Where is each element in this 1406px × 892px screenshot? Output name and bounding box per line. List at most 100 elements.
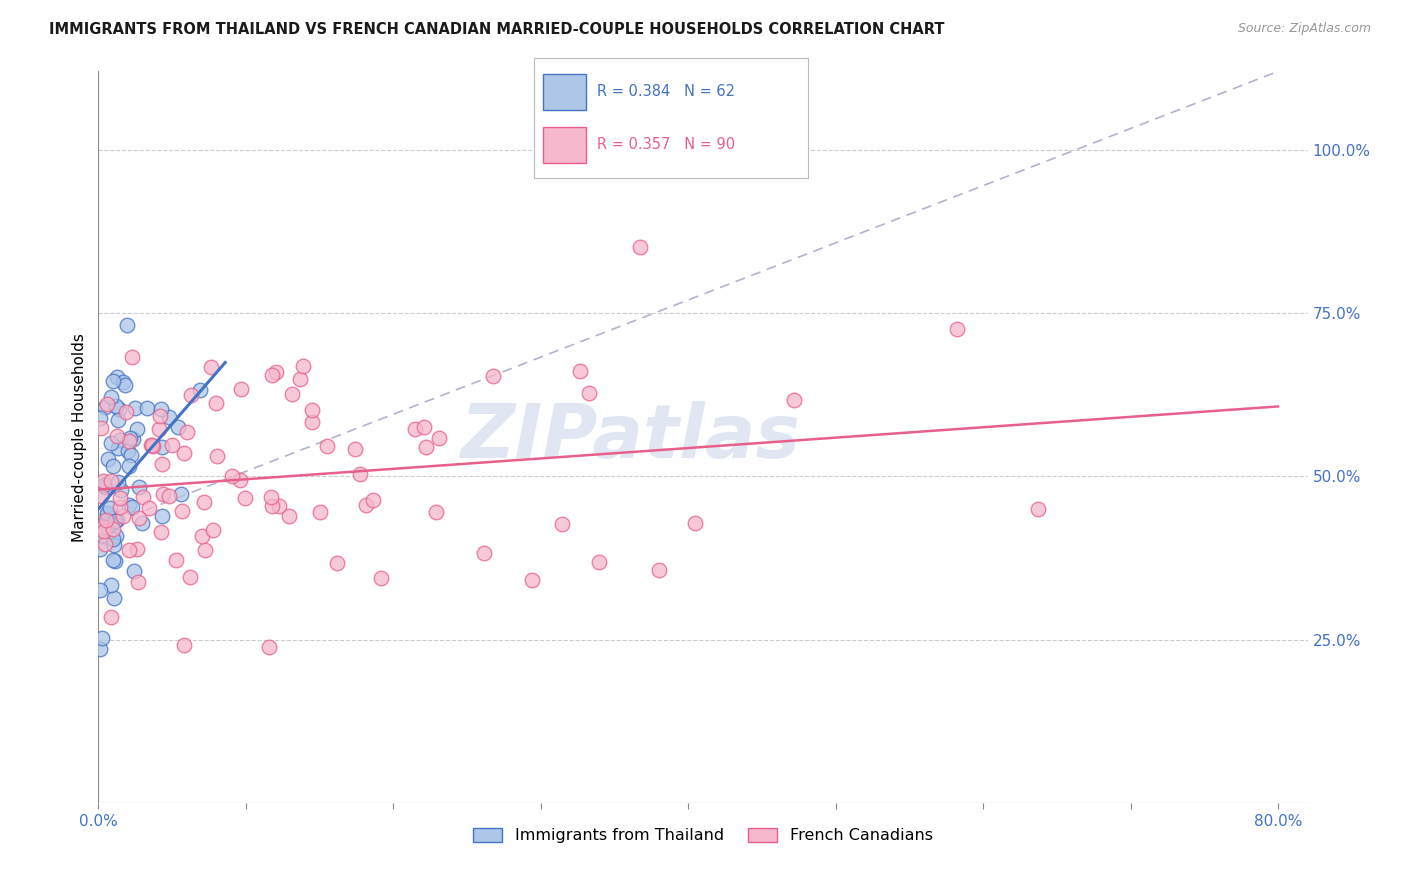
Point [96, 513, 118, 527]
Point [91, 631, 114, 645]
Point [115, 318, 138, 332]
Point [141, 438, 163, 452]
Point [121, 500, 143, 514]
Point [149, 525, 172, 540]
Point [578, 385, 600, 400]
Point [104, 514, 127, 528]
Point [648, 563, 671, 577]
Point [89, 410, 111, 425]
Point [150, 457, 173, 471]
Bar [543, 74, 586, 110]
Point [194, 543, 217, 558]
Point [110, 483, 132, 497]
Point [125, 541, 148, 556]
Point [326, 557, 349, 571]
Point [149, 409, 172, 423]
Point [118, 431, 141, 445]
Point [193, 495, 215, 509]
Point [427, 431, 450, 445]
Point [354, 499, 377, 513]
Point [148, 422, 170, 436]
Point [179, 570, 201, 584]
Point [89, 518, 111, 533]
Point [783, 393, 806, 408]
Point [101, 374, 124, 388]
Point [103, 538, 125, 552]
Point [96, 397, 118, 411]
Point [277, 509, 299, 524]
Point [100, 578, 122, 592]
Point [107, 413, 129, 427]
Point [262, 368, 284, 382]
Point [105, 529, 128, 543]
Point [100, 474, 122, 488]
Point [188, 383, 211, 397]
Point [128, 510, 150, 524]
Point [114, 377, 136, 392]
Point [167, 420, 190, 434]
Point [108, 500, 131, 514]
Point [118, 434, 141, 448]
Point [94, 537, 117, 551]
Point [93, 524, 115, 539]
Point [127, 574, 149, 589]
Point [108, 402, 131, 417]
Point [89, 641, 111, 656]
Point [103, 510, 125, 524]
Point [281, 387, 304, 401]
Point [260, 500, 283, 514]
Point [202, 523, 225, 537]
Point [101, 459, 124, 474]
Point [683, 516, 706, 531]
Y-axis label: Married-couple Households: Married-couple Households [72, 333, 87, 541]
Point [101, 553, 124, 567]
Point [316, 439, 339, 453]
Point [349, 467, 371, 481]
Point [472, 546, 495, 560]
Point [173, 638, 195, 652]
Point [343, 442, 366, 457]
Point [165, 553, 187, 567]
Point [150, 402, 173, 417]
Point [259, 640, 281, 654]
Point [135, 401, 157, 416]
Point [107, 475, 129, 490]
Point [264, 365, 287, 379]
Point [170, 487, 193, 501]
Text: IMMIGRANTS FROM THAILAND VS FRENCH CANADIAN MARRIED-COUPLE HOUSEHOLDS CORRELATIO: IMMIGRANTS FROM THAILAND VS FRENCH CANAD… [49, 22, 945, 37]
Point [120, 448, 142, 462]
Point [100, 516, 122, 531]
Point [221, 469, 243, 483]
Point [91, 520, 114, 534]
Text: Source: ZipAtlas.com: Source: ZipAtlas.com [1237, 22, 1371, 36]
Point [118, 542, 141, 557]
Point [90, 421, 112, 435]
Point [118, 458, 141, 473]
Point [127, 422, 149, 436]
Point [361, 492, 384, 507]
Point [131, 490, 153, 504]
Point [111, 376, 134, 390]
Point [96, 506, 118, 520]
Point [117, 444, 139, 458]
Point [176, 425, 198, 440]
Point [103, 591, 125, 606]
Point [96, 521, 118, 535]
Point [105, 429, 128, 443]
Point [550, 516, 572, 531]
Point [520, 574, 543, 588]
Point [301, 415, 323, 429]
Point [128, 480, 150, 494]
Point [97, 452, 120, 467]
Point [112, 509, 135, 524]
Point [124, 565, 146, 579]
Point [131, 516, 153, 530]
Point [173, 446, 195, 460]
Point [94, 480, 117, 494]
Point [152, 487, 174, 501]
Point [105, 513, 128, 527]
Point [628, 240, 651, 254]
Point [568, 364, 591, 378]
Point [138, 501, 160, 516]
Point [425, 505, 447, 519]
